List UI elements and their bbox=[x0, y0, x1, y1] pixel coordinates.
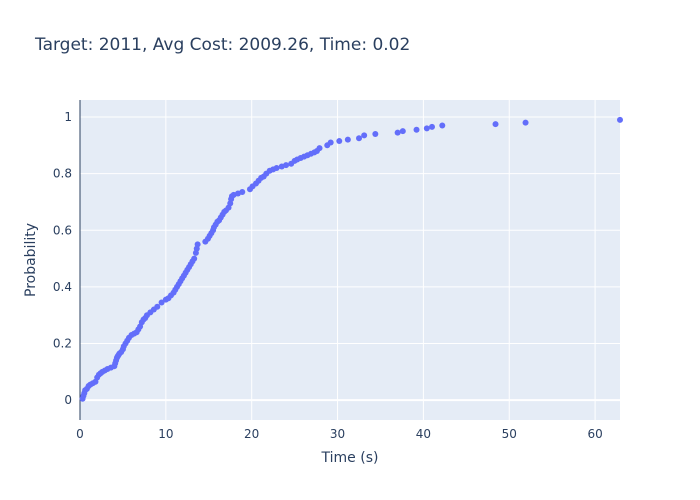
data-point bbox=[158, 299, 165, 306]
data-point bbox=[327, 139, 334, 146]
data-point bbox=[361, 132, 368, 139]
x-tick-label: 20 bbox=[244, 427, 259, 441]
data-point bbox=[273, 164, 280, 171]
y-tick-label: 0 bbox=[64, 393, 72, 407]
data-point bbox=[399, 128, 406, 135]
data-point bbox=[336, 138, 343, 145]
data-point bbox=[372, 130, 379, 137]
y-tick-labels: 0 0.2 0.4 0.6 0.8 1 bbox=[53, 110, 72, 407]
x-tick-label: 40 bbox=[416, 427, 431, 441]
plot-background bbox=[80, 100, 620, 420]
data-point bbox=[154, 303, 161, 310]
x-gridlines bbox=[165, 100, 596, 420]
y-gridlines bbox=[80, 116, 620, 402]
data-point bbox=[316, 145, 323, 152]
y-tick-label: 0.2 bbox=[53, 337, 72, 351]
x-tick-labels: 0 10 20 30 40 50 60 bbox=[76, 427, 603, 441]
x-tick-label: 30 bbox=[330, 427, 345, 441]
data-point bbox=[522, 119, 529, 126]
x-axis-title: Time (s) bbox=[321, 450, 379, 466]
y-tick-label: 1 bbox=[64, 110, 72, 124]
data-point bbox=[394, 129, 401, 136]
data-point bbox=[356, 135, 363, 142]
x-tick-label: 0 bbox=[76, 427, 84, 441]
y-axis-title: Probability bbox=[23, 223, 39, 297]
data-point bbox=[428, 123, 435, 130]
data-point bbox=[439, 122, 446, 129]
data-points bbox=[79, 116, 623, 402]
data-point bbox=[194, 241, 201, 248]
data-point bbox=[344, 136, 351, 143]
data-point bbox=[413, 126, 420, 133]
x-tick-label: 60 bbox=[587, 427, 602, 441]
chart-title: Target: 2011, Avg Cost: 2009.26, Time: 0… bbox=[34, 35, 410, 55]
data-point bbox=[617, 116, 623, 123]
data-point bbox=[423, 125, 430, 132]
data-point bbox=[239, 189, 246, 196]
y-tick-label: 0.8 bbox=[53, 167, 72, 181]
y-tick-label: 0.4 bbox=[53, 280, 72, 294]
y-tick-label: 0.6 bbox=[53, 223, 72, 237]
data-point bbox=[283, 162, 290, 169]
data-point bbox=[492, 121, 499, 128]
x-tick-label: 50 bbox=[502, 427, 517, 441]
data-point bbox=[191, 255, 198, 262]
x-tick-label: 10 bbox=[158, 427, 173, 441]
